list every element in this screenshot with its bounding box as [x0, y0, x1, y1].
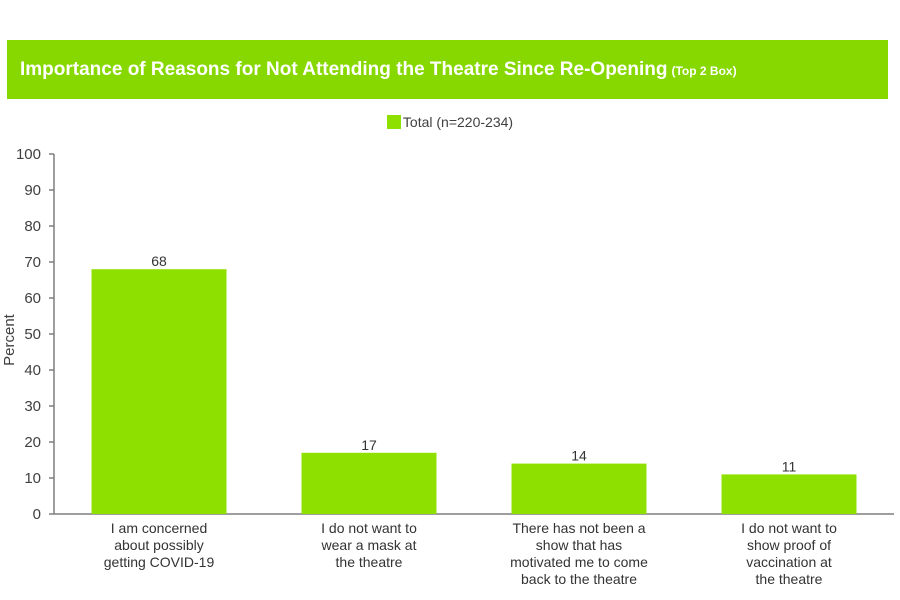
y-tick-label: 10	[24, 470, 41, 487]
y-tick-label: 80	[24, 218, 41, 235]
x-category-label: I do not want to show proof of vaccination…	[741, 520, 837, 587]
bar	[91, 269, 227, 514]
chart-title: Importance of Reasons for Not Attending …	[20, 58, 737, 80]
bar	[721, 474, 857, 514]
y-tick-label: 40	[24, 362, 41, 379]
y-tick-label: 30	[24, 398, 41, 415]
x-category-label: I am concerned about possibly getting COVI…	[104, 520, 215, 570]
title-banner: Importance of Reasons for Not Attending …	[7, 40, 888, 99]
y-tick-label: 20	[24, 434, 41, 451]
y-tick-label: 50	[24, 326, 41, 343]
y-tick-label: 70	[24, 254, 41, 271]
y-tick-label: 100	[16, 146, 41, 163]
y-tick-label: 90	[24, 182, 41, 199]
x-category-label: I do not want to wear a mask at the theatr…	[321, 520, 418, 570]
data-label: 14	[571, 448, 587, 464]
x-category-label: There has not been a show that has motivat…	[510, 520, 648, 587]
legend-label: Total (n=220-234)	[402, 114, 514, 130]
y-tick-label: 60	[24, 290, 41, 307]
bar	[511, 463, 647, 514]
legend: Total (n=220-234)	[0, 114, 900, 130]
chart-subtitle: (Top 2 Box)	[671, 63, 737, 78]
data-label: 17	[361, 437, 377, 453]
bar	[301, 452, 437, 514]
data-label: 11	[782, 458, 797, 474]
data-label: 68	[151, 253, 167, 269]
legend-swatch	[386, 115, 401, 129]
y-tick-label: 0	[33, 506, 41, 523]
y-axis-label: Percent	[1, 313, 18, 366]
